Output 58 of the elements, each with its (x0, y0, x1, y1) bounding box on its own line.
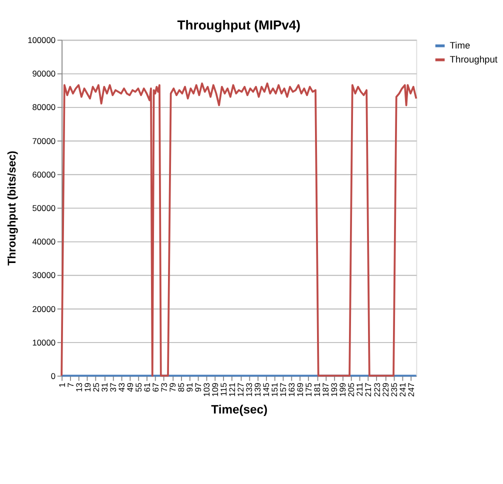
x-tick-label: 169 (295, 382, 306, 397)
y-axis-title: Throughput (bits/sec) (6, 150, 18, 266)
y-tick-label: 30000 (32, 270, 56, 280)
x-tick-label: 175 (304, 382, 314, 397)
x-tick-label: 241 (397, 382, 408, 397)
x-tick-label: 55 (133, 382, 144, 392)
x-tick-label: 247 (406, 382, 416, 397)
x-tick-label: 1 (56, 382, 67, 388)
x-tick-label: 121 (227, 382, 238, 397)
x-axis-title: Time(sec) (211, 402, 268, 417)
legend-label: Throughput (450, 54, 498, 65)
x-tick-label: 25 (90, 382, 101, 392)
x-tick-label: 37 (108, 382, 118, 392)
x-tick-label: 205 (346, 382, 356, 397)
x-tick-label: 13 (74, 382, 84, 392)
x-tick-label: 217 (363, 382, 374, 397)
x-tick-label: 235 (388, 382, 399, 397)
x-tick-label: 49 (124, 382, 135, 392)
x-tick-label: 211 (354, 382, 365, 396)
y-tick-label: 40000 (32, 236, 56, 247)
x-tick-label: 133 (244, 382, 254, 397)
chart-title: Throughput (MIPv4) (177, 17, 301, 32)
x-tick-label: 19 (82, 382, 92, 392)
x-tick-label: 31 (99, 382, 110, 392)
x-tick-label: 157 (278, 382, 288, 397)
y-tick-label: 70000 (32, 136, 56, 146)
x-tick-label: 43 (116, 382, 126, 392)
x-tick-label: 115 (218, 382, 229, 396)
x-tick-label: 223 (372, 382, 382, 397)
y-tick-label: 80000 (32, 102, 56, 112)
x-tick-label: 67 (150, 382, 160, 392)
y-tick-label: 60000 (32, 169, 56, 180)
x-tick-label: 151 (270, 382, 280, 397)
legend-label: Time (450, 40, 470, 51)
x-tick-label: 85 (176, 382, 186, 392)
y-tick-label: 100000 (28, 35, 56, 46)
x-tick-label: 139 (252, 382, 263, 397)
x-tick-label: 91 (184, 382, 195, 392)
x-tick-label: 193 (329, 382, 340, 397)
y-tick-label: 0 (50, 370, 56, 381)
x-tick-label: 61 (142, 382, 152, 392)
y-tick-label: 90000 (32, 68, 56, 79)
x-tick-label: 187 (320, 382, 331, 397)
y-tick-label: 20000 (32, 304, 56, 314)
x-tick-label: 163 (286, 382, 297, 397)
x-tick-label: 79 (168, 382, 178, 392)
x-tick-label: 109 (210, 382, 220, 397)
x-tick-label: 97 (193, 382, 204, 392)
x-tick-label: 145 (261, 382, 272, 397)
y-tick-label: 10000 (32, 337, 56, 348)
y-tick-label: 50000 (32, 203, 56, 213)
x-tick-label: 199 (338, 382, 348, 397)
x-tick-label: 127 (236, 382, 246, 397)
x-tick-label: 229 (380, 382, 390, 397)
x-tick-label: 103 (202, 382, 212, 397)
x-tick-label: 7 (65, 382, 76, 388)
x-tick-label: 181 (312, 382, 322, 397)
x-tick-label: 73 (158, 382, 169, 392)
